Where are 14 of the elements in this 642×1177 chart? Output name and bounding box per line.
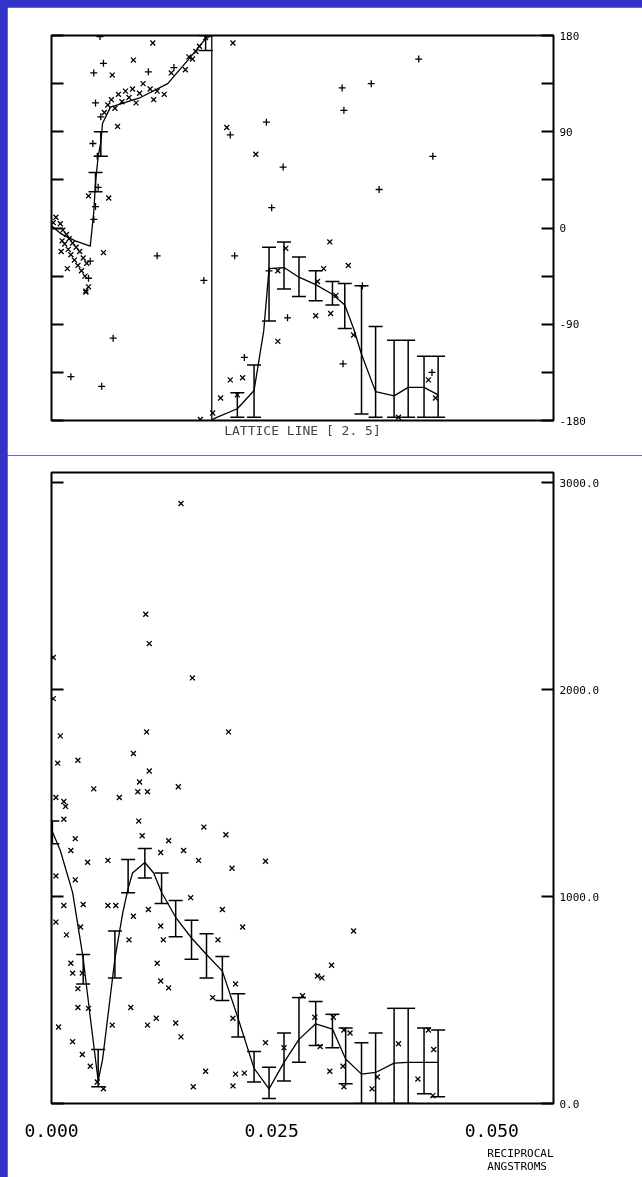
y-tick-label: 1000.0 [559, 890, 600, 904]
y-tick-label: 180 [559, 29, 580, 43]
x-axis-title: LATTICE LINE [ 2. 5] [224, 422, 381, 438]
y-tick-label: -90 [559, 318, 580, 332]
x-tick-label: 0.050 [464, 1119, 519, 1141]
y-tick-label: 0.0 [559, 1097, 580, 1111]
x-tick-label: 0.025 [244, 1119, 299, 1141]
x-axis-title: RECIPROCAL ANGSTROMS [487, 1146, 554, 1173]
y-tick-label: -180 [559, 414, 586, 428]
y-tick-label: 2000.0 [559, 683, 600, 697]
y-tick-label: 3000.0 [559, 476, 600, 490]
x-tick-label: 0.000 [24, 1119, 79, 1141]
y-tick-label: 90 [559, 125, 573, 139]
y-tick-label: 0 [559, 222, 567, 235]
